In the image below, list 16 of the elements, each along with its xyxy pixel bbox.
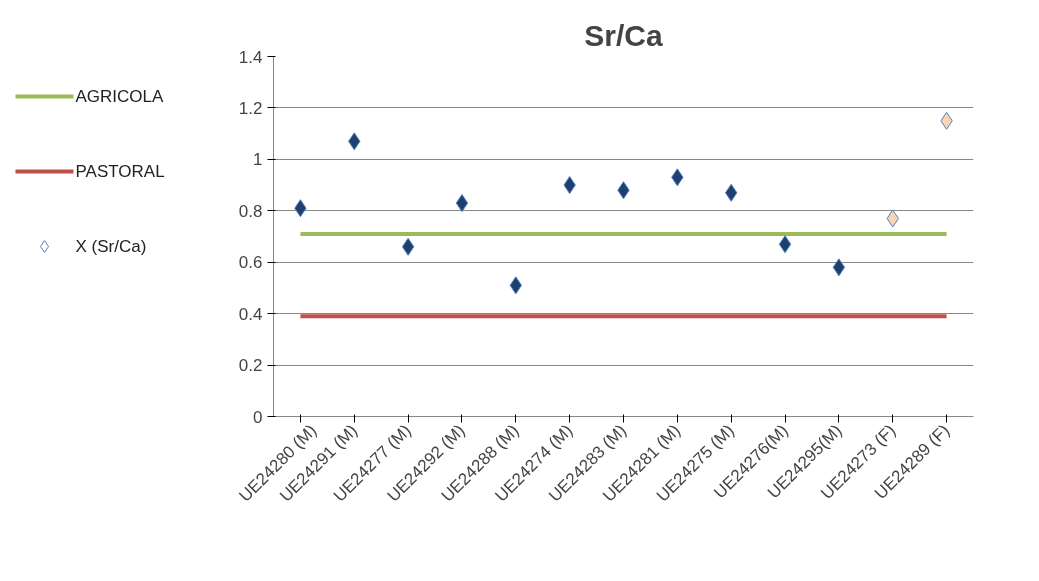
legend-label: PASTORAL [75, 162, 165, 181]
point [778, 235, 792, 254]
chart-title: Sr/Ca [584, 18, 663, 52]
point [832, 258, 846, 277]
y-tick-label: 1.4 [238, 47, 263, 67]
y-tick-label: 1.2 [238, 98, 263, 118]
y-tick-label: 0.2 [238, 356, 263, 376]
point [401, 237, 415, 256]
point [455, 194, 469, 213]
y-tick-label: 0.8 [238, 201, 263, 221]
y-tick-label: 0.6 [238, 253, 263, 273]
y-tick-label: 0 [253, 407, 263, 427]
y-tick-label: 0.4 [238, 304, 263, 324]
y-tick-label: 1 [253, 150, 263, 170]
legend-label: AGRICOLA [75, 87, 165, 106]
legend-label: X (Sr/Ca) [75, 237, 147, 256]
